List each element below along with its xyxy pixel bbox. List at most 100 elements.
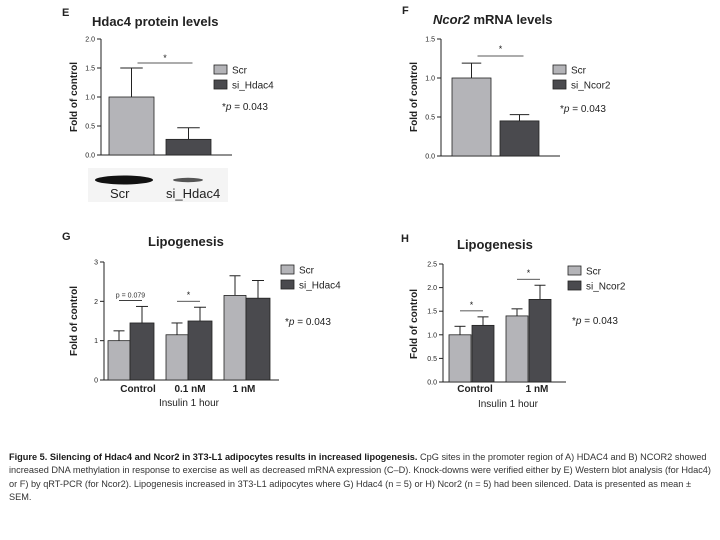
significance-star: *	[499, 44, 503, 54]
p-value-rest: = 0.043	[231, 102, 268, 113]
p-value-note: *p = 0.043	[572, 316, 618, 327]
significance-pvalue: p = 0.079	[116, 292, 145, 299]
significance-star: *	[527, 268, 531, 278]
legend-label: Scr	[232, 66, 248, 77]
legend-swatch	[552, 64, 567, 75]
western-blot: Scr si_Hdac4	[88, 168, 228, 202]
legend-swatch	[567, 265, 582, 276]
significance-star: *	[470, 300, 474, 310]
legend-swatch	[567, 280, 582, 291]
y-axis-label: Fold of control	[409, 289, 420, 359]
figure-caption: Figure 5. Silencing of Hdac4 and Ncor2 i…	[9, 451, 712, 505]
p-value-note: *p = 0.043	[560, 104, 606, 115]
y-tick-label: 1.0	[85, 95, 95, 102]
x-axis-label: Insulin 1 hour	[159, 398, 220, 409]
bar-si-ncor2	[528, 298, 552, 383]
panel-letter: F	[402, 5, 409, 17]
significance-star: *	[187, 290, 191, 300]
bar-si-hdac4	[165, 138, 212, 156]
p-value-p: p	[575, 316, 582, 327]
category-label: 1 nM	[233, 384, 256, 395]
figure-panels: E Hdac4 protein levels Fold of control 0.0 0…	[62, 5, 626, 410]
bar-scr	[165, 334, 189, 381]
bar-scr	[107, 340, 131, 381]
chart-title: Ncor2 mRNA levels	[433, 12, 552, 27]
panel-f: F Ncor2 mRNA levels Fold of control 0.0 0.5 1…	[402, 5, 611, 161]
legend-label: Scr	[571, 66, 587, 77]
y-tick-label: 0.5	[85, 124, 95, 131]
bar-si-hdac4	[129, 322, 155, 381]
legend-swatch	[213, 64, 228, 75]
legend-swatch	[280, 279, 295, 290]
y-tick-label: 1.0	[425, 76, 435, 83]
chart-title-rest: mRNA levels	[470, 12, 553, 27]
y-axis-label: Fold of control	[69, 286, 80, 356]
blot-band-scr	[95, 175, 153, 185]
caption-body: CpG sites in the promoter region of A) H…	[9, 452, 711, 503]
y-tick-label: 2	[94, 299, 98, 306]
y-tick-label: 1.5	[427, 309, 437, 316]
bar-si-ncor2	[499, 120, 540, 157]
bar-scr	[108, 96, 155, 156]
bar-si-hdac4	[245, 297, 271, 381]
category-label: 0.1 nM	[174, 384, 205, 395]
p-value-p: p	[563, 104, 570, 115]
bar-scr	[223, 295, 247, 381]
y-tick-label: 1	[94, 338, 98, 345]
x-axis-label: Insulin 1 hour	[478, 399, 539, 410]
y-tick-label: 2.0	[427, 285, 437, 292]
legend-swatch	[213, 79, 228, 90]
p-value-star: *	[285, 317, 289, 328]
p-value-note: *p = 0.043	[222, 102, 268, 113]
p-value-p: p	[225, 102, 232, 113]
y-tick-label: 0.5	[425, 115, 435, 122]
chart-title: Lipogenesis	[148, 234, 224, 249]
chart-title-italic: Ncor2	[433, 12, 471, 27]
caption-title: Figure 5. Silencing of Hdac4 and Ncor2 i…	[9, 452, 418, 462]
y-tick-label: 0.0	[425, 154, 435, 161]
y-tick-label: 0	[94, 378, 98, 385]
y-tick-label: 1.5	[425, 37, 435, 44]
y-tick-label: 1.5	[85, 66, 95, 73]
p-value-note: *p = 0.043	[285, 317, 331, 328]
legend-label: si_Hdac4	[299, 281, 341, 292]
significance-star: *	[163, 53, 167, 63]
p-value-rest: = 0.043	[569, 104, 606, 115]
chart-title: Lipogenesis	[457, 237, 533, 252]
bar-si-hdac4	[187, 320, 213, 381]
p-value-rest: = 0.043	[294, 317, 331, 328]
y-tick-label: 0.0	[427, 380, 437, 387]
p-value-star: *	[572, 316, 576, 327]
panel-h: H Lipogenesis Fold of control 0.0 0.5 1.0 1.5 2…	[401, 233, 626, 410]
blot-band-si-hdac4	[173, 177, 203, 183]
blot-label-scr: Scr	[110, 186, 130, 201]
y-axis-label: Fold of control	[409, 62, 420, 132]
y-tick-label: 1.0	[427, 332, 437, 339]
p-value-star: *	[560, 104, 564, 115]
y-tick-label: 2.5	[427, 262, 437, 269]
legend-label: Scr	[586, 267, 602, 278]
y-tick-label: 0.0	[85, 153, 95, 160]
p-value-rest: = 0.043	[581, 316, 618, 327]
legend-label: si_Hdac4	[232, 81, 274, 92]
p-value-p: p	[288, 317, 295, 328]
legend-label: si_Ncor2	[586, 282, 626, 293]
y-axis-label: Fold of control	[69, 62, 80, 132]
blot-background	[88, 168, 228, 202]
bar-scr	[451, 77, 492, 157]
blot-label-si-hdac4: si_Hdac4	[166, 186, 220, 201]
y-tick-label: 0.5	[427, 356, 437, 363]
category-label: Control	[457, 384, 493, 395]
legend-label: Scr	[299, 266, 315, 277]
category-label: 1 nM	[526, 384, 549, 395]
panel-letter: H	[401, 233, 409, 245]
legend-label: si_Ncor2	[571, 81, 611, 92]
panel-letter: E	[62, 7, 69, 19]
panel-e: E Hdac4 protein levels Fold of control 0.0 0…	[62, 7, 274, 160]
panel-letter: G	[62, 231, 71, 243]
y-tick-label: 2.0	[85, 37, 95, 44]
legend-swatch	[552, 79, 567, 90]
y-tick-label: 3	[94, 260, 98, 267]
bar-scr	[448, 334, 472, 383]
panel-g: G Lipogenesis Fold of control 0 1 2 3 p = 0.079…	[62, 231, 341, 409]
